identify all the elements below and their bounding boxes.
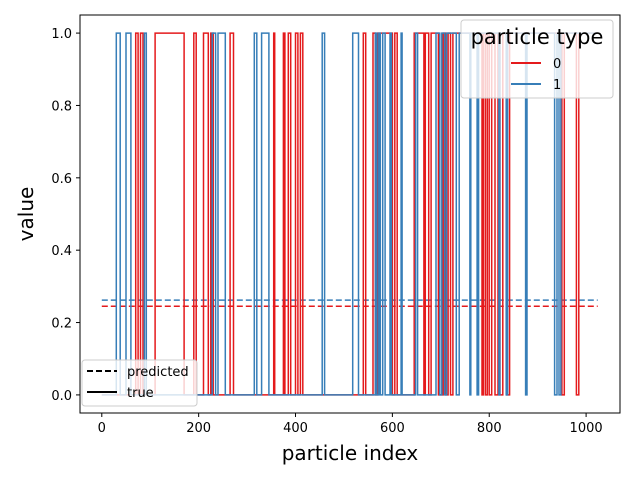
legend-label-dashed: predicted <box>127 365 189 380</box>
legend-box <box>460 19 614 99</box>
x-tick-label: 1000 <box>570 421 603 436</box>
x-tick-label: 800 <box>477 421 502 436</box>
x-axis: 0 200 400 600 800 1000 <box>98 413 603 436</box>
y-tick-label: 0.8 <box>51 99 72 114</box>
y-tick-label: 0.2 <box>51 317 72 332</box>
y-tick-label: 0.0 <box>51 389 72 404</box>
y-tick-label: 0.6 <box>51 172 72 187</box>
plot-frame <box>79 14 621 414</box>
legend-particle-type: particle type 0 1 <box>460 19 614 99</box>
legend-title: particle type <box>471 25 604 49</box>
x-tick-label: 0 <box>98 421 106 436</box>
legend-label-type-0: 0 <box>553 57 561 72</box>
x-tick-label: 200 <box>186 421 211 436</box>
legend-label-solid: true <box>127 386 154 401</box>
x-tick-label: 600 <box>380 421 405 436</box>
x-axis-title: particle index <box>282 441 419 465</box>
y-tick-label: 1.0 <box>51 27 72 42</box>
legend-label-type-1: 1 <box>553 78 561 93</box>
x-tick-label: 400 <box>283 421 308 436</box>
y-tick-label: 0.4 <box>51 244 72 259</box>
y-axis: 0.0 0.2 0.4 0.6 0.8 1.0 <box>51 27 80 404</box>
legend-line-style: predicted true <box>81 359 198 407</box>
y-axis-title: value <box>14 187 38 242</box>
